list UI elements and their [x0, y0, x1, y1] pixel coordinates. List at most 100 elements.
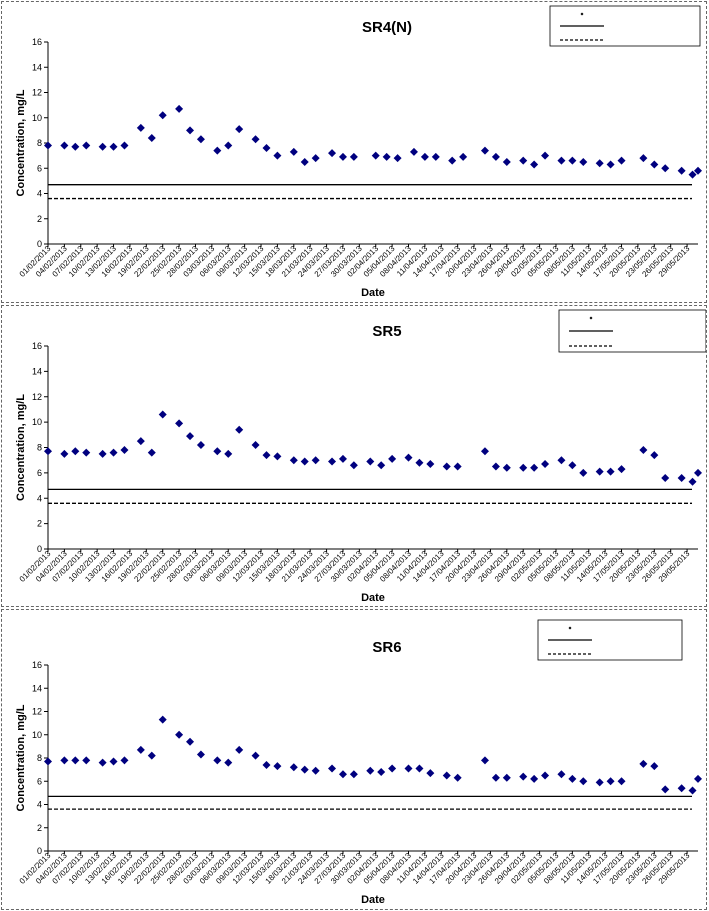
data-point — [224, 758, 233, 767]
data-point — [311, 456, 320, 465]
data-point — [595, 778, 604, 787]
data-point — [530, 160, 539, 169]
data-point — [541, 151, 550, 160]
legend-marker-swatch — [568, 626, 572, 630]
data-point — [639, 446, 648, 455]
data-point — [502, 773, 511, 782]
data-point — [147, 751, 156, 760]
legend-marker-swatch — [580, 12, 584, 16]
data-point — [688, 786, 697, 795]
data-point — [579, 157, 588, 166]
chart-svg: SR4(N)024681012141601/02/201304/02/20130… — [15, 5, 702, 299]
data-point — [393, 154, 402, 163]
data-point — [688, 170, 697, 179]
data-point — [224, 141, 233, 150]
data-point — [448, 156, 457, 165]
data-point — [595, 159, 604, 168]
data-point — [453, 773, 462, 782]
y-tick-label: 0 — [37, 239, 42, 249]
data-point — [530, 463, 539, 472]
data-point — [213, 756, 222, 765]
y-tick-label: 6 — [37, 163, 42, 173]
data-point — [491, 462, 500, 471]
data-point — [338, 770, 347, 779]
data-point — [650, 451, 659, 460]
data-point — [60, 449, 69, 458]
data-point — [147, 133, 156, 142]
legend-marker-swatch — [589, 316, 593, 320]
data-point — [289, 147, 298, 156]
chart-panel-sr5: SR5 0 2 4 6 8 10 12 14 16 01/02/2013 04/02/2013 07/0… — [1, 305, 707, 607]
data-point — [273, 452, 282, 461]
y-tick-label: 4 — [37, 800, 42, 810]
y-tick-label: 0 — [37, 846, 42, 856]
data-point — [262, 144, 271, 153]
data-point — [349, 770, 358, 779]
data-point — [186, 737, 195, 746]
data-point — [158, 111, 167, 120]
chart-title: SR4(N) — [362, 19, 412, 36]
data-point — [491, 152, 500, 161]
data-point — [377, 767, 386, 776]
data-point — [366, 457, 375, 466]
data-point — [311, 766, 320, 775]
data-point — [44, 447, 52, 456]
data-point — [579, 777, 588, 786]
data-point — [606, 777, 615, 786]
data-point — [136, 437, 145, 446]
data-point — [175, 104, 184, 113]
data-point — [420, 152, 429, 161]
data-point — [349, 152, 358, 161]
data-point — [147, 448, 156, 457]
data-point — [300, 157, 309, 166]
y-tick-label: 2 — [37, 214, 42, 224]
data-point — [235, 425, 244, 434]
y-tick-label: 2 — [37, 823, 42, 833]
data-point — [213, 146, 222, 155]
x-axis-title: Date — [361, 894, 385, 906]
data-point — [480, 756, 489, 765]
y-tick-label: 14 — [32, 62, 42, 72]
chart-panel-sr6: SR6 0 2 4 6 8 10 12 14 16 01/02/2013 04/02/2013 07/0… — [1, 609, 707, 910]
data-point — [557, 156, 566, 165]
y-tick-label: 8 — [37, 138, 42, 148]
data-point — [530, 774, 539, 783]
chart-title: SR5 — [372, 323, 401, 340]
data-point — [459, 152, 468, 161]
y-tick-label: 10 — [32, 113, 42, 123]
data-point — [158, 410, 167, 419]
data-point — [109, 448, 118, 457]
data-point — [617, 156, 626, 165]
y-tick-label: 10 — [32, 417, 42, 427]
data-point — [60, 141, 69, 150]
data-point — [98, 758, 107, 767]
data-point — [426, 769, 435, 778]
data-point — [71, 447, 80, 456]
data-point — [404, 453, 413, 462]
data-point — [606, 160, 615, 169]
y-tick-label: 4 — [37, 493, 42, 503]
y-tick-label: 2 — [37, 519, 42, 529]
data-point — [196, 440, 205, 449]
data-point — [98, 142, 107, 151]
data-point — [71, 142, 80, 151]
data-point — [224, 449, 233, 458]
y-tick-label: 8 — [37, 753, 42, 763]
data-point — [71, 756, 80, 765]
data-point — [694, 468, 702, 477]
data-point — [617, 777, 626, 786]
data-point — [568, 156, 577, 165]
data-point — [377, 461, 386, 470]
data-point — [519, 156, 528, 165]
data-point — [661, 785, 670, 794]
chart-svg: SR5024681012141601/02/201304/02/201307/0… — [15, 309, 706, 604]
y-tick-label: 14 — [32, 683, 42, 693]
y-tick-label: 16 — [32, 37, 42, 47]
data-point — [541, 459, 550, 468]
data-point — [235, 125, 244, 134]
data-point — [595, 467, 604, 476]
data-point — [677, 473, 686, 482]
y-axis-title: Concentration, mg/L — [15, 704, 27, 811]
data-point — [82, 756, 91, 765]
data-point — [606, 467, 615, 476]
